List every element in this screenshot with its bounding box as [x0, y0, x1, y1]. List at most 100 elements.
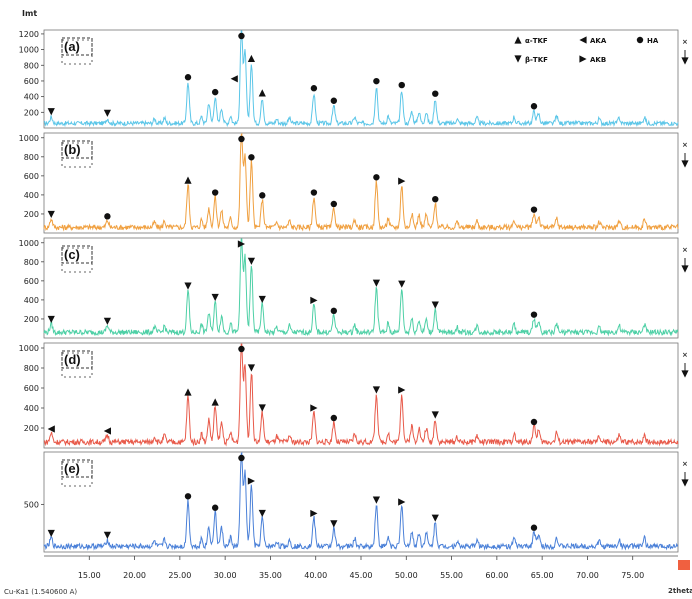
panel-scroll-icon [681, 57, 689, 65]
phase-marker-triangle-left [103, 427, 111, 435]
phase-marker-circle [530, 206, 538, 213]
phase-marker-triangle-down [372, 279, 380, 287]
panel-e: 500 (e) × [24, 451, 689, 553]
panel-label-frame [61, 352, 93, 378]
phase-marker-triangle-down [258, 404, 266, 412]
phase-marker-circle [104, 213, 111, 220]
panel-label-frame [61, 39, 93, 65]
panel-frame [43, 132, 679, 234]
x-tick-label: 55.00 [440, 571, 463, 580]
phase-marker-triangle-down [184, 282, 192, 290]
phase-marker-circle [211, 189, 219, 196]
panel-frame [43, 451, 679, 553]
panel-label: (e) [64, 461, 80, 476]
phase-marker-circle [330, 307, 338, 315]
panel-scroll-icon [681, 370, 689, 378]
phase-marker-circle [184, 74, 192, 81]
phase-marker-circle [530, 418, 538, 426]
phase-marker-circle [373, 174, 380, 181]
y-tick-label: 200 [24, 424, 39, 433]
y-tick-label: 400 [24, 191, 39, 200]
phase-marker-circle [211, 88, 219, 96]
y-tick-label: 1000 [19, 46, 39, 55]
y-tick-label: 500 [24, 500, 39, 509]
panel-close-icon[interactable]: × [682, 460, 688, 468]
legend-circle-icon [636, 36, 644, 44]
phase-marker-circle [238, 345, 245, 353]
phase-marker-triangle-down [431, 301, 439, 309]
phase-marker-circle [432, 195, 439, 203]
series-line [43, 132, 679, 232]
phase-marker-triangle-down [47, 529, 55, 538]
x-tick-label: 65.00 [531, 571, 554, 580]
panel-label-frame [61, 142, 93, 168]
phase-marker-circle [373, 77, 380, 85]
phase-marker-triangle-down [372, 386, 380, 394]
phase-marker-triangle-right [310, 509, 318, 518]
y-tick-label: 600 [24, 172, 39, 181]
phase-marker-triangle-down [431, 411, 439, 419]
panel-frame [43, 237, 679, 339]
x-tick-label: 50.00 [395, 571, 418, 580]
panel-close-icon[interactable]: × [682, 246, 688, 254]
panel-close-icon[interactable]: × [682, 351, 688, 359]
x-tick-label: 20.00 [123, 571, 146, 580]
phase-marker-triangle-down [103, 531, 111, 539]
phase-marker-triangle-up [211, 398, 219, 406]
phase-marker-triangle-down [258, 509, 266, 518]
phase-marker-circle [530, 524, 538, 531]
legend-label: AKB [590, 56, 606, 64]
panel-close-icon[interactable]: × [682, 141, 688, 149]
phase-marker-circle [398, 81, 405, 89]
x-tick-label: 30.00 [214, 571, 237, 580]
panel-label-frame [61, 461, 93, 487]
x-tick-label: 25.00 [168, 571, 191, 580]
phase-marker-triangle-up [258, 89, 266, 97]
phase-marker-triangle-left [230, 75, 238, 83]
phase-marker-triangle-right [310, 404, 318, 412]
phase-marker-triangle-down [103, 109, 111, 117]
y-tick-label: 200 [24, 108, 39, 117]
phase-marker-triangle-up [247, 54, 256, 63]
series-line [43, 238, 679, 337]
panel-scroll-icon [681, 479, 689, 487]
phase-marker-triangle-up [184, 176, 192, 184]
y-tick-label: 1000 [19, 239, 39, 248]
y-tick-label: 400 [24, 296, 39, 305]
phase-marker-circle [259, 192, 266, 199]
y-tick-label: 600 [24, 77, 39, 86]
series-line [43, 451, 679, 551]
series-line [43, 30, 679, 128]
y-tick-label: 600 [24, 384, 39, 393]
panel-b: 200 400 600 800 1000 (b) × [19, 132, 689, 234]
phase-marker-triangle-down [47, 315, 55, 324]
phase-marker-circle [330, 97, 338, 104]
panel-scroll-icon [681, 265, 689, 273]
y-axis-label: Imt [22, 9, 37, 18]
y-tick-label: 800 [24, 153, 39, 162]
phase-marker-circle [310, 85, 318, 92]
y-tick-label: 800 [24, 258, 39, 267]
x-tick-label: 35.00 [259, 571, 282, 580]
phase-marker-triangle-down [372, 496, 380, 504]
phase-marker-triangle-right [398, 177, 406, 185]
x-tick-label: 75.00 [621, 571, 644, 580]
phase-marker-triangle-up [184, 388, 192, 396]
phase-marker-circle [530, 311, 538, 318]
phase-marker-triangle-down [330, 520, 338, 528]
scroll-corner[interactable] [678, 560, 690, 570]
x-tick-label: 70.00 [576, 571, 599, 580]
legend-triangle-up-icon [514, 36, 522, 44]
panel-close-icon[interactable]: × [682, 38, 688, 46]
y-tick-label: 1200 [19, 30, 39, 39]
phase-marker-circle [238, 135, 245, 143]
phase-marker-circle [310, 189, 318, 196]
x-tick-label: 45.00 [350, 571, 373, 580]
radiation-source-label: Cu-Ka1 (1.540600 A) [4, 588, 77, 596]
phase-marker-triangle-right [310, 296, 318, 304]
panel-scroll-icon [681, 160, 689, 168]
phase-marker-triangle-down [103, 317, 111, 325]
series-line [43, 343, 679, 447]
panel-c: 200 400 600 800 1000 (c) × [19, 237, 689, 339]
